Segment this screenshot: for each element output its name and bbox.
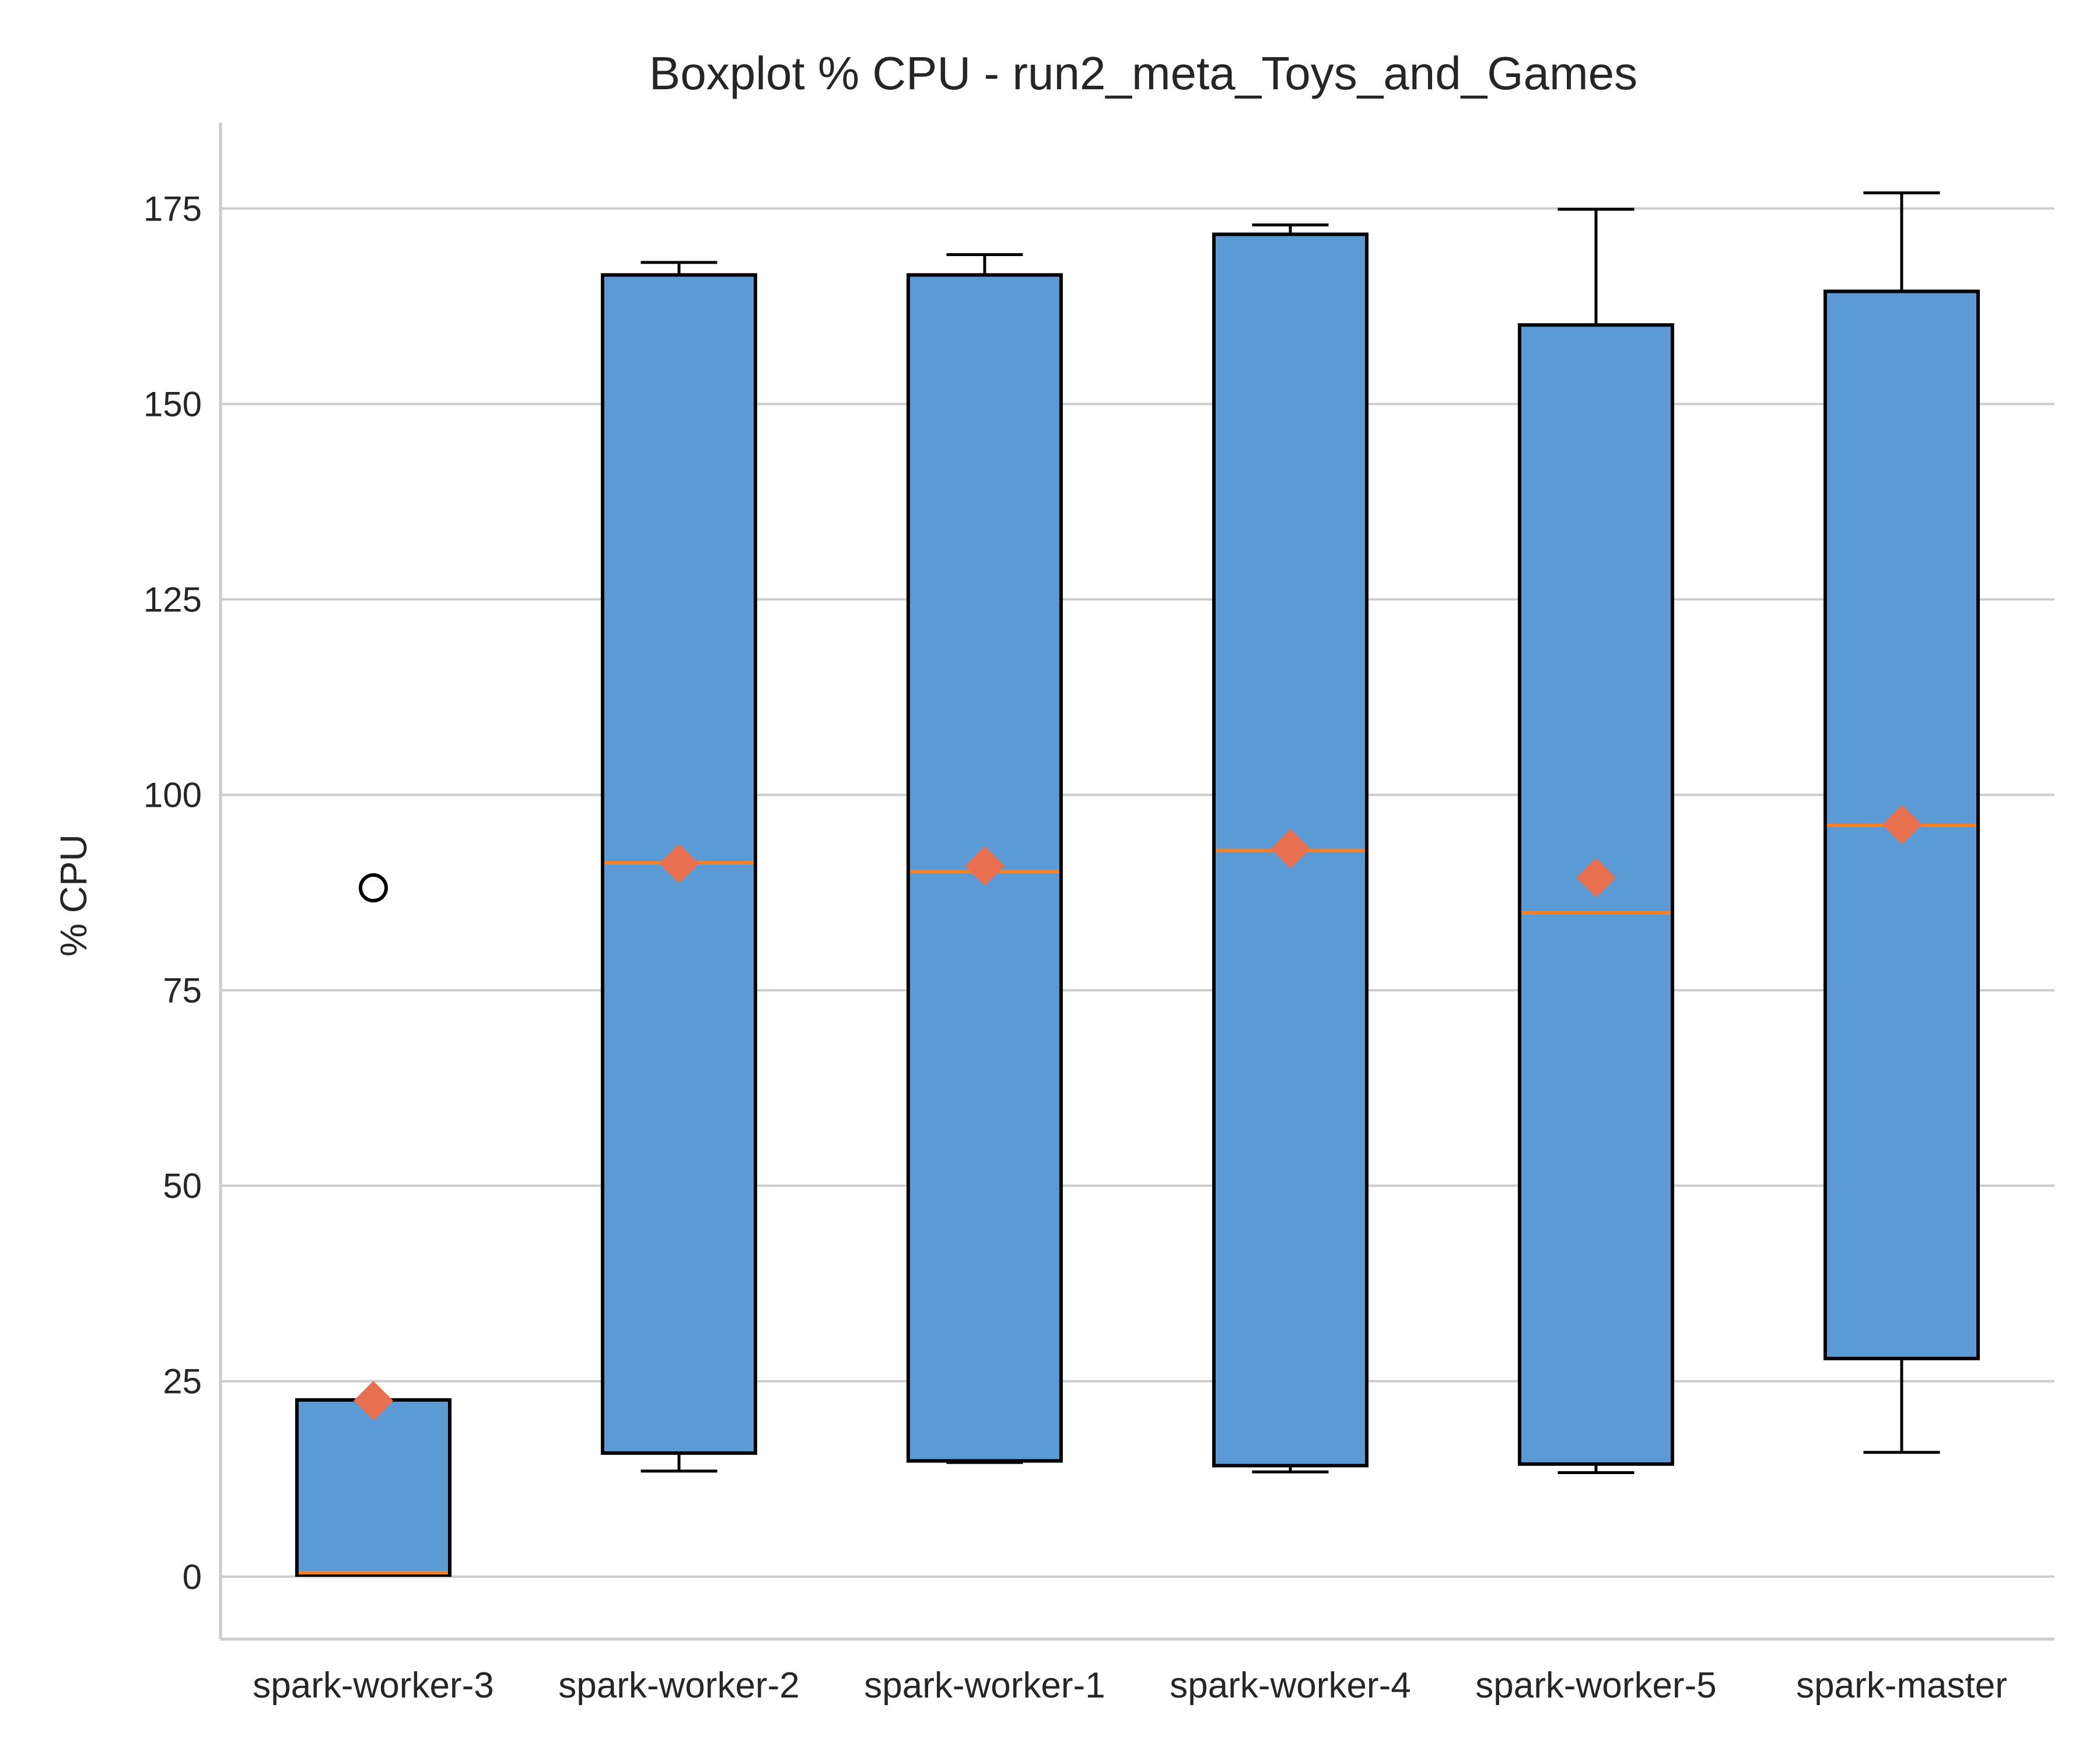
outlier-point [359, 873, 388, 903]
x-tick-label: spark-worker-4 [1170, 1665, 1410, 1706]
box-spark-master [1824, 191, 1980, 1454]
y-tick-label: 75 [163, 971, 202, 1010]
mean-marker [659, 844, 699, 884]
grid-lines [220, 207, 2054, 1578]
x-tick-label: spark-worker-5 [1475, 1665, 1716, 1706]
y-tick-label: 25 [163, 1362, 202, 1401]
mean-marker [1576, 858, 1616, 898]
axes-spines [219, 123, 2054, 1641]
box-spark-worker-2 [601, 261, 757, 1473]
y-tick-label: 50 [163, 1167, 202, 1206]
iqr-box [295, 1398, 452, 1577]
y-tick-label: 100 [144, 776, 202, 815]
y-tick-label: 0 [183, 1558, 202, 1597]
mean-marker [965, 846, 1005, 886]
mean-marker [1270, 829, 1310, 869]
y-tick-label: 125 [144, 580, 202, 620]
mean-marker [354, 1381, 393, 1421]
box-spark-worker-1 [907, 253, 1063, 1464]
box-spark-worker-3 [295, 873, 452, 1577]
y-axis-label: % CPU [52, 834, 94, 957]
tick-labels: 0 25 50 75 100 125 150 175 spark-worker-3 spark-w… [144, 189, 2007, 1706]
chart-title: Boxplot % CPU - run2_meta_Toys_and_Games [649, 47, 1637, 99]
box-spark-worker-4 [1212, 223, 1368, 1474]
y-tick-label: 175 [144, 189, 202, 228]
mean-marker [1882, 804, 1922, 845]
x-tick-label: spark-worker-3 [253, 1665, 494, 1706]
box-spark-worker-5 [1518, 208, 1674, 1475]
boxes [295, 191, 1980, 1577]
x-tick-label: spark-worker-1 [864, 1665, 1105, 1706]
x-tick-label: spark-worker-2 [558, 1665, 799, 1706]
x-tick-label: spark-master [1796, 1665, 2007, 1706]
y-tick-label: 150 [144, 384, 202, 424]
